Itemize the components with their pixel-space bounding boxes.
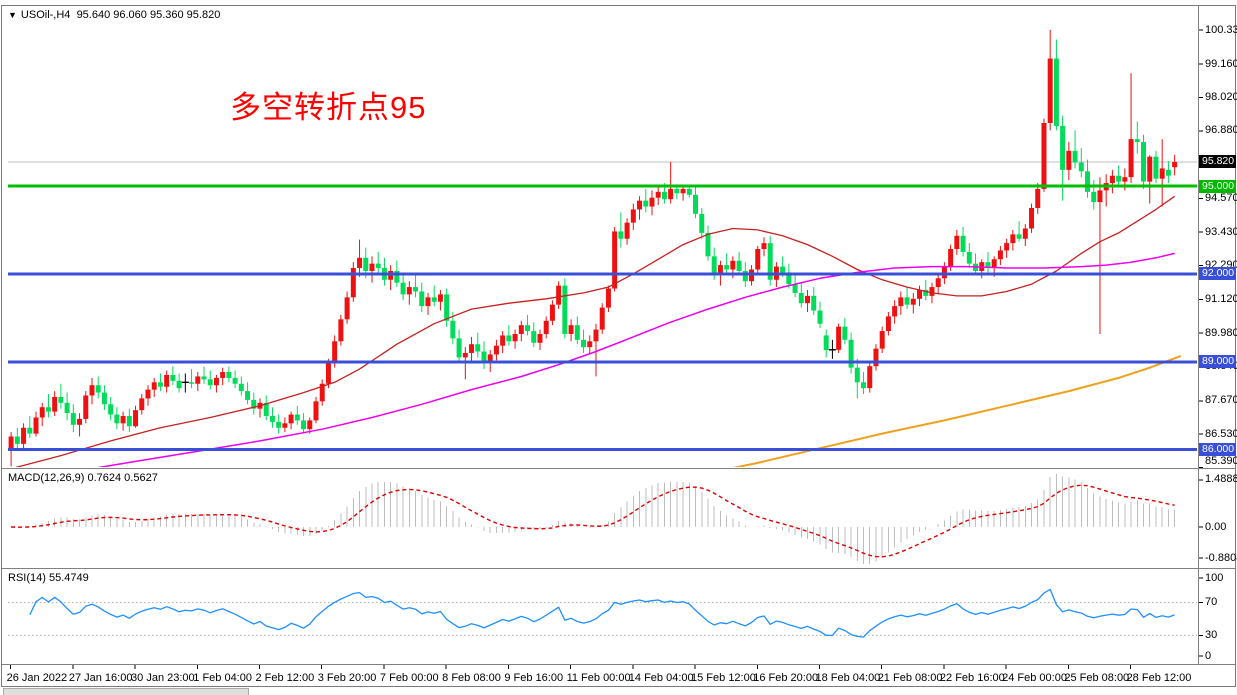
rsi-label: RSI(14) 55.4749	[8, 572, 89, 584]
time-tick-label: 11 Feb 00:00	[566, 672, 631, 684]
dropdown-arrow-icon[interactable]: ▼	[8, 10, 17, 20]
time-tick-label: 22 Feb 16:00	[939, 672, 1005, 684]
price-tick-label: 96.880	[1205, 124, 1237, 137]
price-tick-label: 87.670	[1205, 394, 1237, 407]
time-tick-label: 27 Jan 16:00	[68, 672, 133, 684]
price-badge: 95.000	[1199, 179, 1236, 193]
time-axis[interactable]	[2, 665, 1198, 686]
rsi-axis-label: 30	[1205, 628, 1218, 641]
price-badge: 95.820	[1199, 155, 1236, 169]
price-badge: 92.000	[1199, 267, 1236, 281]
symbol-timeframe-label: USOil-,H4	[20, 9, 71, 21]
macd-axis-label: -0.8804	[1205, 552, 1237, 564]
horizontal-scrollbar[interactable]	[3, 688, 249, 695]
time-tick-label: 16 Feb 20:00	[753, 672, 819, 684]
time-tick-label: 30 Jan 23:00	[131, 672, 195, 684]
macd-axis-label: 0.00	[1205, 520, 1227, 533]
price-badge: 86.000	[1199, 443, 1236, 457]
price-badge: 89.000	[1199, 355, 1236, 369]
rsi-axis-label: 0	[1205, 649, 1212, 662]
time-tick-label: 21 Feb 08:00	[877, 672, 943, 684]
time-tick-label: 1 Feb 04:00	[193, 672, 252, 684]
price-tick-label: 94.570	[1205, 192, 1237, 205]
macd-label: MACD(12,26,9) 0.7624 0.5627	[8, 472, 158, 484]
time-tick-label: 8 Feb 08:00	[442, 672, 501, 684]
price-axis[interactable]	[1199, 6, 1237, 665]
time-tick-label: 7 Feb 00:00	[379, 672, 439, 684]
time-tick-label: 14 Feb 04:00	[628, 672, 694, 684]
price-tick-label: 86.530	[1205, 427, 1237, 440]
time-tick-label: 28 Feb 12:00	[1126, 672, 1192, 684]
time-tick-label: 25 Feb 08:00	[1064, 672, 1130, 684]
macd-axis-label: 1.4888	[1205, 473, 1237, 485]
time-tick-label: 3 Feb 20:00	[317, 672, 377, 684]
ohlc-values: 95.640 96.060 95.360 95.820	[76, 9, 221, 21]
rsi-axis-label: 70	[1205, 596, 1218, 609]
time-tick-label: 9 Feb 16:00	[504, 672, 564, 684]
annotation-text: 多空转折点95	[230, 90, 427, 125]
price-tick-label: 91.120	[1205, 293, 1237, 306]
price-tick-label: 99.160	[1205, 57, 1237, 70]
time-tick-label: 15 Feb 12:00	[691, 672, 756, 684]
time-tick-label: 24 Feb 00:00	[1002, 672, 1067, 684]
time-tick-label: 18 Feb 04:00	[815, 672, 881, 684]
price-tick-label: 100.330	[1205, 24, 1237, 36]
chart-title: ▼ USOil-,H4 95.640 96.060 95.360 95.820	[8, 9, 220, 21]
rsi-axis-label: 100	[1205, 571, 1224, 584]
price-tick-label: 93.430	[1205, 225, 1237, 238]
price-tick-label: 89.980	[1205, 326, 1237, 339]
time-tick-label: 2 Feb 12:00	[255, 672, 315, 684]
price-tick-label: 98.020	[1205, 91, 1237, 103]
price-tick-label: 85.390	[1205, 455, 1237, 467]
time-tick-label: 26 Jan 2022	[6, 672, 68, 684]
